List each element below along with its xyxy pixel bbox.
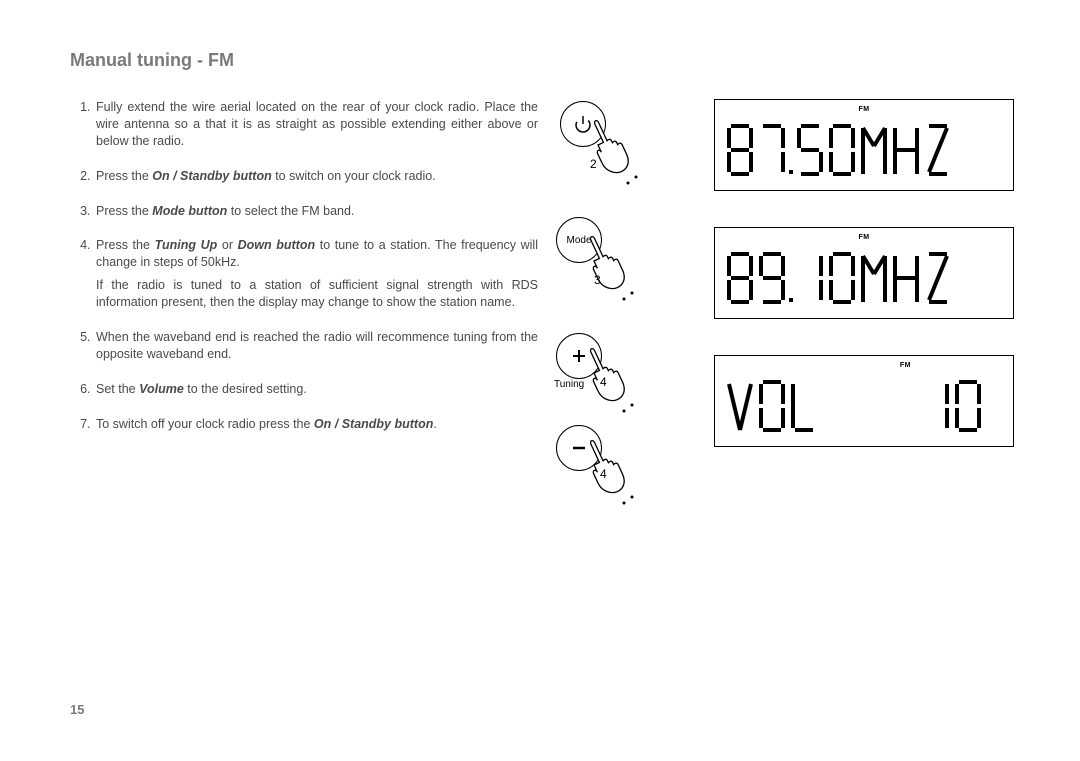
step-ref-3: 3 bbox=[594, 273, 601, 287]
page-title: Manual tuning - FM bbox=[70, 50, 1040, 71]
lcd-display-1: FM bbox=[714, 99, 1014, 191]
lcd-display-2: FM bbox=[714, 227, 1014, 319]
step-ref-2: 2 bbox=[590, 157, 597, 171]
step-7-text-c: . bbox=[433, 417, 436, 431]
step-7-text-a: To switch off your clock radio press the bbox=[96, 417, 314, 431]
step-ref-4b: 4 bbox=[600, 467, 607, 481]
step-3: Press the Mode button to select the FM b… bbox=[94, 203, 538, 220]
lcd-display-3: FM bbox=[714, 355, 1014, 447]
step-3-bold: Mode button bbox=[152, 204, 227, 218]
step-1: Fully extend the wire aerial located on … bbox=[94, 99, 538, 150]
step-2-text-a: Press the bbox=[96, 169, 152, 183]
step-4-subtext: If the radio is tuned to a station of su… bbox=[96, 277, 538, 311]
step-2-text-c: to switch on your clock radio. bbox=[272, 169, 436, 183]
page-number: 15 bbox=[70, 702, 84, 717]
instruction-steps: Fully extend the wire aerial located on … bbox=[70, 99, 538, 521]
button-diagrams: 2 Mode 3 bbox=[556, 99, 696, 521]
lcd-fm-indicator: FM bbox=[900, 362, 911, 369]
step-5: When the waveband end is reached the rad… bbox=[94, 329, 538, 363]
step-4-text-a: Press the bbox=[96, 238, 155, 252]
lcd-readout-1 bbox=[725, 120, 1005, 184]
lcd-readout-3 bbox=[725, 376, 1005, 440]
step-6-text-a: Set the bbox=[96, 382, 139, 396]
hand-pointer-icon bbox=[574, 439, 652, 517]
step-2-bold: On / Standby button bbox=[152, 169, 271, 183]
hand-pointer-icon bbox=[574, 347, 652, 425]
step-3-text-a: Press the bbox=[96, 204, 152, 218]
lcd-fm-indicator: FM bbox=[858, 106, 869, 113]
step-7-bold: On / Standby button bbox=[314, 417, 433, 431]
step-7: To switch off your clock radio press the… bbox=[94, 416, 538, 433]
step-6-text-c: to the desired setting. bbox=[184, 382, 307, 396]
step-2: Press the On / Standby button to switch … bbox=[94, 168, 538, 185]
step-6-bold: Volume bbox=[139, 382, 184, 396]
step-ref-4a: 4 bbox=[600, 375, 607, 389]
lcd-displays: FM bbox=[714, 99, 1040, 521]
step-4-bold-b: Tuning Up bbox=[155, 238, 218, 252]
step-3-text-c: to select the FM band. bbox=[227, 204, 354, 218]
hand-pointer-icon bbox=[574, 235, 652, 313]
step-4-bold-d: Down button bbox=[238, 238, 316, 252]
step-4-text-c: or bbox=[217, 238, 237, 252]
lcd-readout-2 bbox=[725, 248, 1005, 312]
lcd-fm-indicator: FM bbox=[858, 234, 869, 241]
step-6: Set the Volume to the desired setting. bbox=[94, 381, 538, 398]
step-4: Press the Tuning Up or Down button to tu… bbox=[94, 237, 538, 271]
